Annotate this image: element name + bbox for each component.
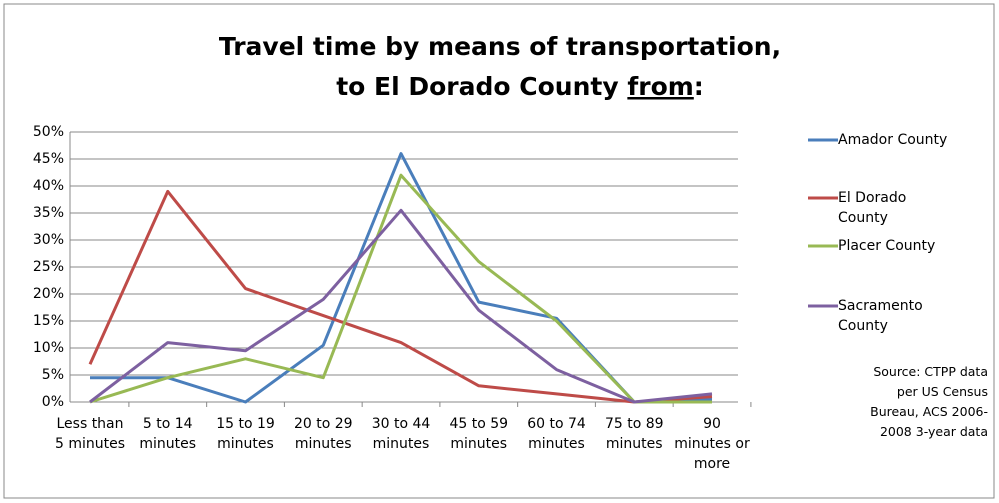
y-tick-label: 40%	[33, 178, 64, 194]
y-tick-label: 30%	[33, 232, 64, 248]
legend-label: Sacramento County	[838, 298, 923, 334]
title-part: from	[627, 72, 693, 101]
source-note: Source: CTPP data per US Census Bureau, …	[870, 364, 988, 439]
x-tick-label: Less than 5 minutes	[54, 416, 126, 452]
chart-border	[3, 3, 995, 499]
x-tick-label: 60 to 74 minutes	[527, 416, 586, 452]
series-line	[89, 208, 713, 404]
y-tick-label: 20%	[33, 286, 64, 302]
x-tick-label: 45 to 59 minutes	[449, 416, 509, 452]
y-tick-label: 35%	[33, 205, 64, 221]
series-line	[89, 173, 712, 404]
y-tick-label: 50%	[33, 124, 64, 140]
x-tick-label: 5 to 14 minutes	[139, 416, 197, 452]
chart-title: to El Dorado County from:	[336, 72, 704, 101]
x-tick-label: 75 to 89 minutes	[604, 416, 664, 452]
x-tick-label: 20 to 29 minutes	[293, 416, 353, 452]
legend-label: Amador County	[838, 132, 948, 148]
y-tick-label: 25%	[33, 259, 64, 275]
y-tick-label: 10%	[33, 340, 64, 356]
y-tick-label: 15%	[33, 313, 64, 329]
y-tick-label: 0%	[42, 394, 64, 410]
legend-label: Placer County	[838, 238, 936, 254]
y-tick-label: 45%	[33, 151, 64, 167]
x-tick-label: 30 to 44 minutes	[371, 416, 431, 452]
chart-title: Travel time by means of transportation,	[219, 32, 781, 61]
x-tick-label: 90 minutes or more	[674, 416, 750, 472]
legend-label: El Dorado County	[838, 190, 907, 226]
title-part: to El Dorado County	[336, 72, 618, 101]
x-tick-label: 15 to 19 minutes	[216, 416, 275, 452]
series-line	[88, 189, 713, 404]
title-part: :	[694, 72, 704, 101]
y-tick-label: 5%	[42, 367, 64, 383]
